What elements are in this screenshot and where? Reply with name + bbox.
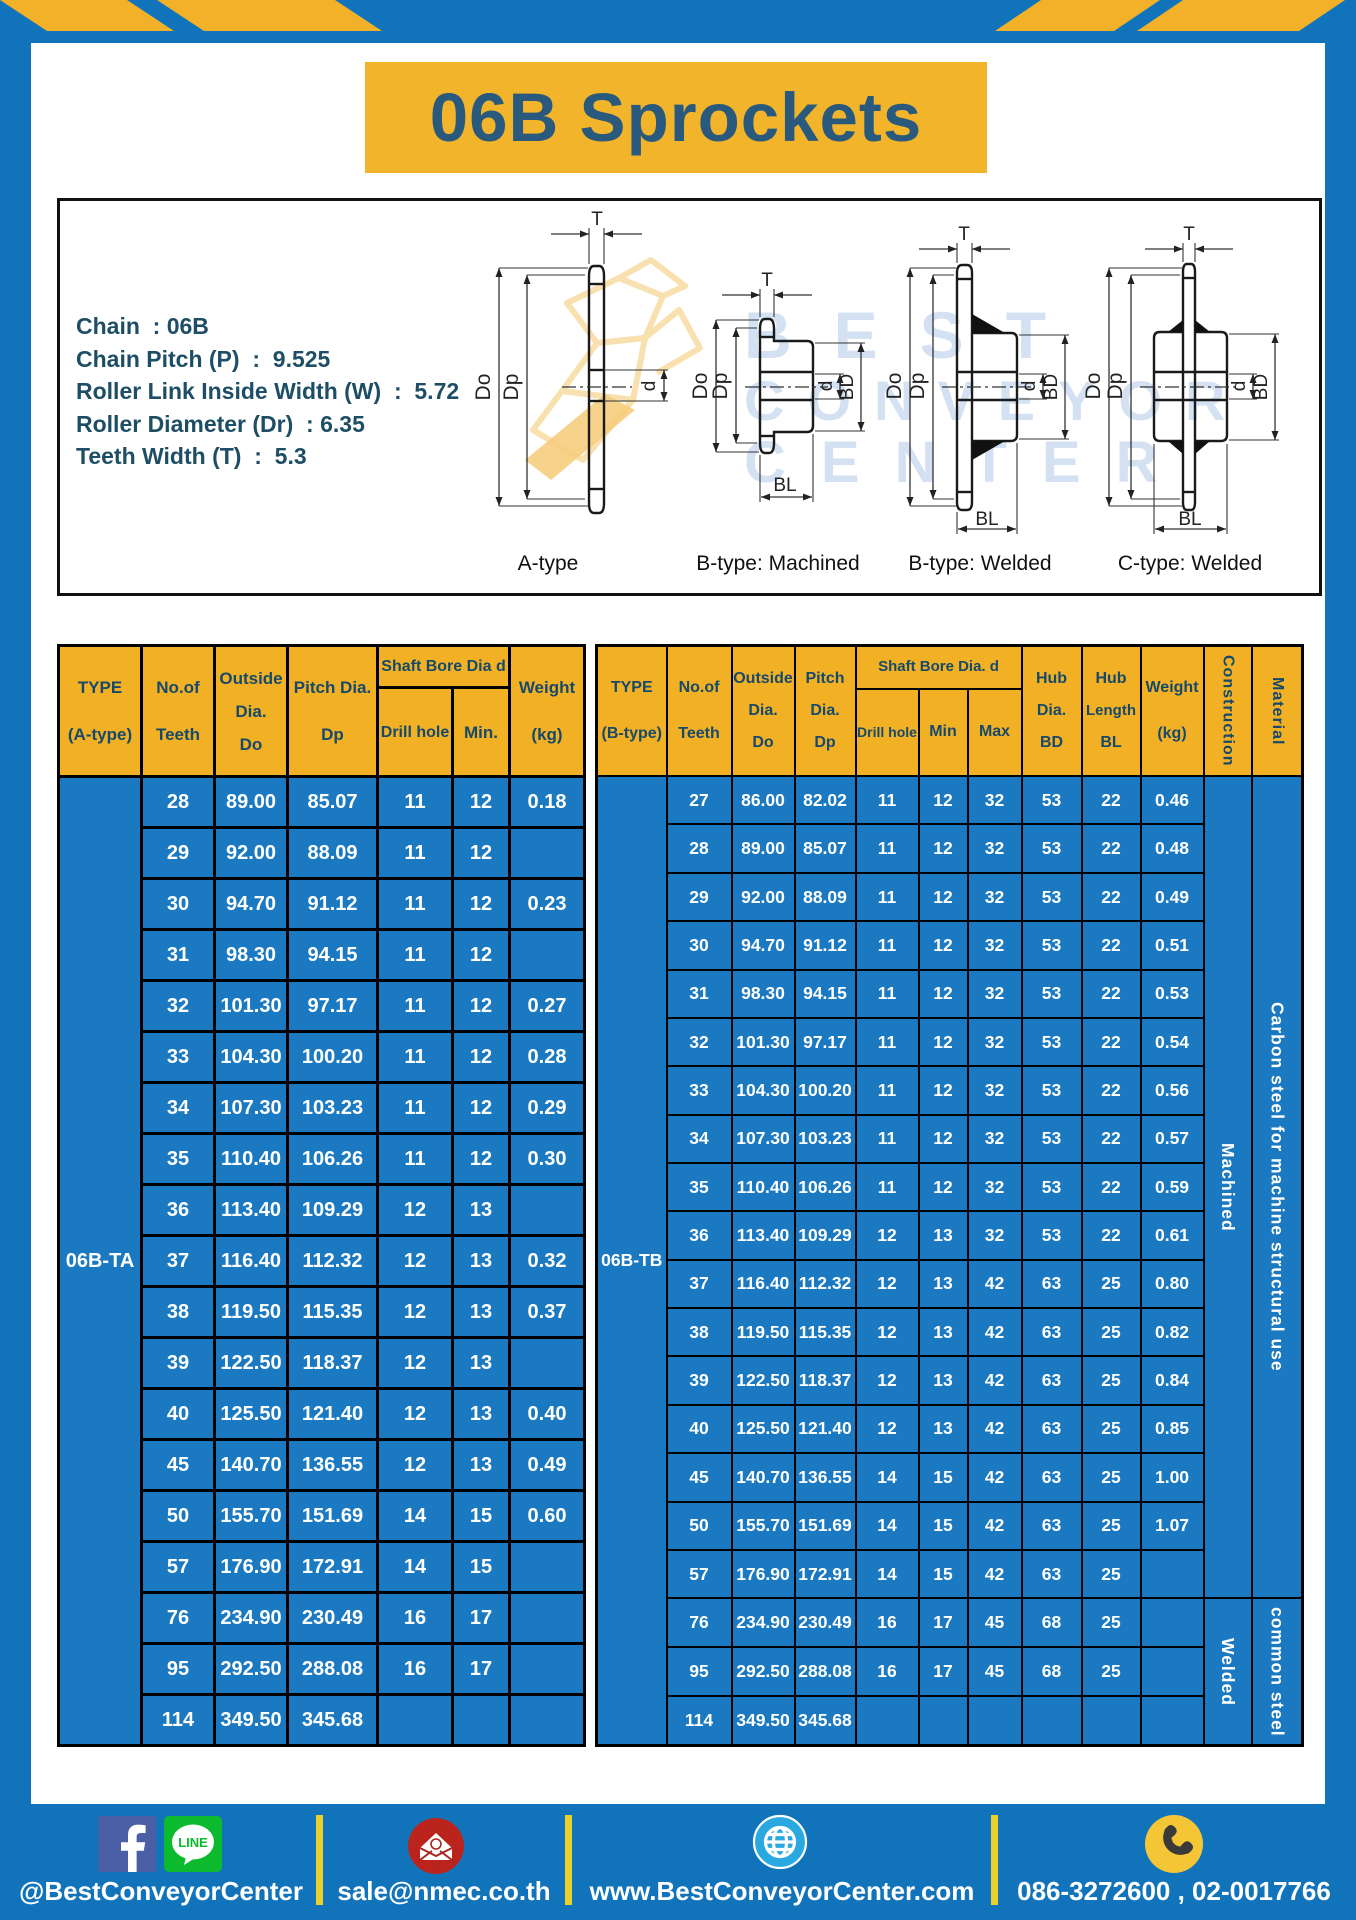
svg-text:d: d xyxy=(816,381,837,392)
svg-text:BD: BD xyxy=(837,374,858,400)
svg-text:BL: BL xyxy=(975,509,998,530)
svg-text:BL: BL xyxy=(773,475,796,496)
svg-text:B-type: Machined: B-type: Machined xyxy=(696,552,859,575)
svg-text:Do: Do xyxy=(472,374,495,401)
svg-text:B-type: Welded: B-type: Welded xyxy=(908,552,1051,575)
svg-text:BD: BD xyxy=(1251,374,1272,400)
svg-text:Do: Do xyxy=(1082,373,1105,400)
svg-text:Do: Do xyxy=(883,373,906,400)
svg-text:Dp: Dp xyxy=(1104,373,1127,400)
svg-text:T: T xyxy=(958,224,970,245)
svg-text:Do: Do xyxy=(689,373,712,400)
svg-text:d: d xyxy=(639,381,660,392)
svg-text:Dp: Dp xyxy=(906,373,929,400)
svg-text:LINE: LINE xyxy=(178,1835,208,1850)
svg-text:A-type: A-type xyxy=(518,552,579,575)
svg-text:CENTER: CENTER xyxy=(744,430,1192,495)
svg-text:BL: BL xyxy=(1178,509,1201,530)
svg-text:Dp: Dp xyxy=(500,374,523,401)
svg-text:C-type: Welded: C-type: Welded xyxy=(1118,552,1262,575)
svg-text:d: d xyxy=(1019,381,1040,392)
svg-text:d: d xyxy=(1229,381,1250,392)
svg-text:T: T xyxy=(591,209,603,230)
svg-text:BEST: BEST xyxy=(744,298,1088,372)
svg-text:T: T xyxy=(1183,224,1195,245)
svg-text:Dp: Dp xyxy=(709,373,732,400)
svg-text:T: T xyxy=(761,270,773,291)
svg-text:BD: BD xyxy=(1041,374,1062,400)
